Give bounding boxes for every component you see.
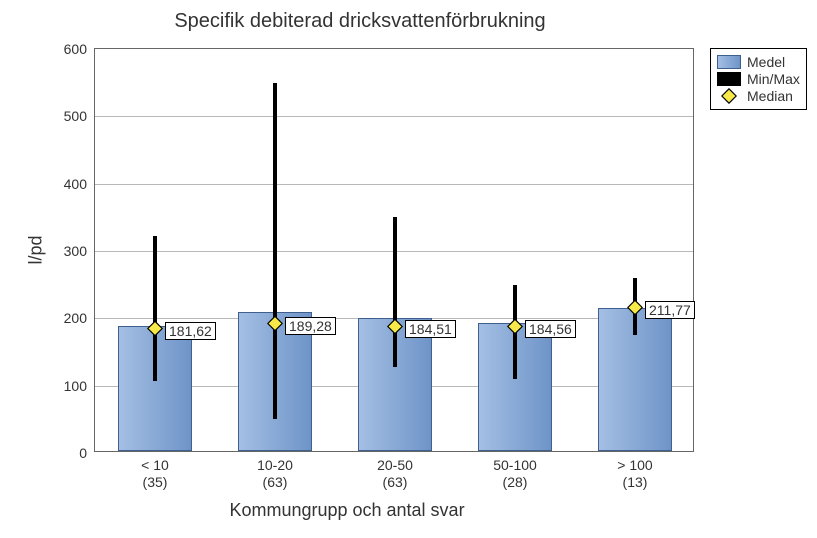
- legend-label: Median: [747, 88, 793, 104]
- chart-container: Specifik debiterad dricksvattenförbrukni…: [0, 0, 817, 538]
- chart-title: Specifik debiterad dricksvattenförbrukni…: [0, 10, 720, 33]
- median-marker: [627, 300, 643, 321]
- grid-line: [95, 184, 693, 185]
- y-tick-label: 100: [64, 378, 87, 394]
- legend-item: Min/Max: [717, 71, 800, 87]
- legend: MedelMin/MaxMedian: [710, 48, 807, 110]
- plot-area: 0100200300400500600181,62< 10(35)189,281…: [94, 48, 694, 452]
- median-marker: [387, 318, 403, 339]
- legend-swatch-range: [717, 72, 741, 86]
- y-tick-label: 400: [64, 176, 87, 192]
- grid-line: [95, 116, 693, 117]
- y-tick-label: 500: [64, 108, 87, 124]
- x-tick-label: > 100(13): [617, 457, 652, 491]
- x-tick-label: 50-100(28): [493, 457, 537, 491]
- y-tick-label: 300: [64, 243, 87, 259]
- legend-item: Median: [717, 88, 800, 104]
- legend-label: Medel: [747, 54, 785, 70]
- min-max-range: [393, 217, 397, 366]
- min-max-range: [273, 83, 277, 420]
- x-axis-label: Kommungrupp och antal svar: [0, 500, 694, 521]
- y-tick-label: 600: [64, 41, 87, 57]
- median-marker: [147, 320, 163, 341]
- median-label: 184,56: [525, 320, 576, 338]
- median-label: 181,62: [165, 322, 216, 340]
- median-marker: [267, 315, 283, 336]
- legend-swatch-median: [717, 89, 741, 103]
- min-max-range: [153, 236, 157, 381]
- median-label: 211,77: [645, 301, 695, 319]
- y-axis-label: l/pd: [26, 235, 47, 264]
- x-tick-label: < 10(35): [141, 457, 169, 491]
- x-tick-label: 20-50(63): [377, 457, 413, 491]
- legend-label: Min/Max: [747, 71, 800, 87]
- legend-item: Medel: [717, 54, 800, 70]
- median-label: 184,51: [405, 320, 456, 338]
- y-tick-label: 200: [64, 310, 87, 326]
- legend-swatch-bar: [717, 55, 741, 69]
- median-marker: [507, 318, 523, 339]
- median-label: 189,28: [285, 317, 336, 335]
- y-tick-label: 0: [79, 445, 87, 461]
- x-tick-label: 10-20(63): [257, 457, 293, 491]
